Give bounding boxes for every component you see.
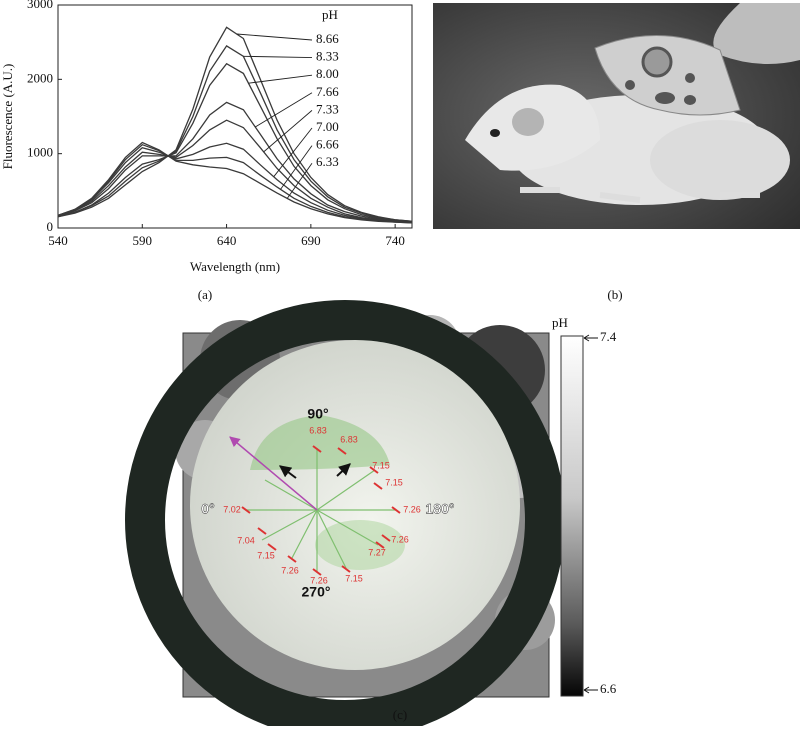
- line-series: [57, 45, 413, 222]
- colorbar-min: 6.6: [600, 681, 617, 696]
- legend-label: 7.33: [316, 101, 339, 116]
- panel-a: 540 590 640 690 740 0 1000 2000 3000 Wavelength (…: [0, 0, 413, 274]
- reading-tick: [312, 568, 322, 576]
- caption: (c): [393, 707, 407, 722]
- reading-label: 7.15: [385, 477, 403, 487]
- reading-tick: [241, 506, 251, 514]
- reading-tick: [341, 565, 351, 573]
- leader-line: [263, 110, 313, 153]
- y-tick-label: 2000: [27, 70, 53, 85]
- reading-label: 7.26: [403, 504, 421, 514]
- colorbar-max: 7.4: [600, 329, 617, 344]
- legend-label: 7.66: [316, 84, 339, 99]
- reading-tick: [267, 543, 277, 551]
- reading-tick: [312, 445, 322, 453]
- y-axis-label: Fluorescence (A.U.): [0, 64, 15, 170]
- reading-tick: [369, 466, 379, 474]
- reading-label: 7.15: [372, 460, 390, 470]
- y-tick-label: 1000: [27, 145, 53, 160]
- line-series: [57, 142, 413, 224]
- legend-label: 8.33: [316, 49, 339, 64]
- reading-tick: [257, 527, 267, 535]
- ph-map: [125, 300, 598, 731]
- angle-label: 180°: [426, 501, 455, 517]
- reading-tick: [287, 555, 297, 563]
- x-tick-label: 690: [301, 233, 321, 248]
- legend-label: 8.00: [316, 66, 339, 81]
- legend-label: 8.66: [316, 31, 339, 46]
- x-tick-label: 740: [385, 233, 405, 248]
- ph-map-labels: 90° 0° 180° 270° 6.83 6.83 7.15 7.15 7.26 7.26 7.2…: [201, 406, 455, 600]
- line-series: [57, 101, 413, 223]
- x-tick-label: 590: [133, 233, 153, 248]
- photo: [433, 3, 800, 229]
- reading-label: 6.83: [340, 434, 358, 444]
- reading-label: 7.26: [391, 534, 409, 544]
- legend-label: 6.66: [316, 137, 339, 152]
- reading-tick: [337, 447, 347, 455]
- angle-label: 270°: [302, 584, 331, 600]
- plot-frame: [57, 4, 413, 229]
- angle-label: 90°: [307, 406, 328, 422]
- line-series: [57, 143, 413, 224]
- reading-label: 7.15: [257, 550, 275, 560]
- reading-tick: [373, 482, 383, 490]
- reading-tick: [381, 534, 391, 542]
- reading-label: 6.83: [309, 425, 327, 435]
- reading-tick: [375, 541, 385, 549]
- reading-label: 7.26: [281, 565, 299, 575]
- reading-tick: [391, 506, 401, 514]
- reading-label: 7.04: [237, 535, 255, 545]
- line-series: [57, 62, 413, 222]
- y-tick-label: 3000: [27, 0, 53, 11]
- legend-label: 6.33: [316, 154, 339, 169]
- x-tick-label: 640: [217, 233, 237, 248]
- caption: (a): [198, 287, 212, 302]
- caption: (b): [607, 287, 622, 302]
- reading-label: 7.02: [223, 504, 241, 514]
- reading-label: 7.26: [310, 575, 328, 585]
- y-tick-label: 0: [47, 219, 54, 234]
- line-series: [57, 141, 413, 224]
- legend-title: pH: [322, 7, 338, 22]
- leader-line: [273, 127, 313, 177]
- x-axis-label: Wavelength (nm): [190, 259, 280, 274]
- colorbar-title: pH: [552, 315, 568, 330]
- x-tick-label: 540: [48, 233, 68, 248]
- leader-line: [280, 145, 313, 190]
- leader-line: [243, 55, 313, 59]
- reading-label: 7.15: [345, 573, 363, 583]
- leader-line: [248, 74, 313, 84]
- line-series: [57, 119, 413, 223]
- reading-label: 7.27: [368, 547, 386, 557]
- angle-label: 0°: [201, 501, 214, 517]
- leader-line: [236, 33, 313, 41]
- leader-line: [286, 162, 313, 199]
- line-series: [57, 26, 413, 222]
- legend-label: 7.00: [316, 119, 339, 134]
- leader-line: [254, 92, 313, 128]
